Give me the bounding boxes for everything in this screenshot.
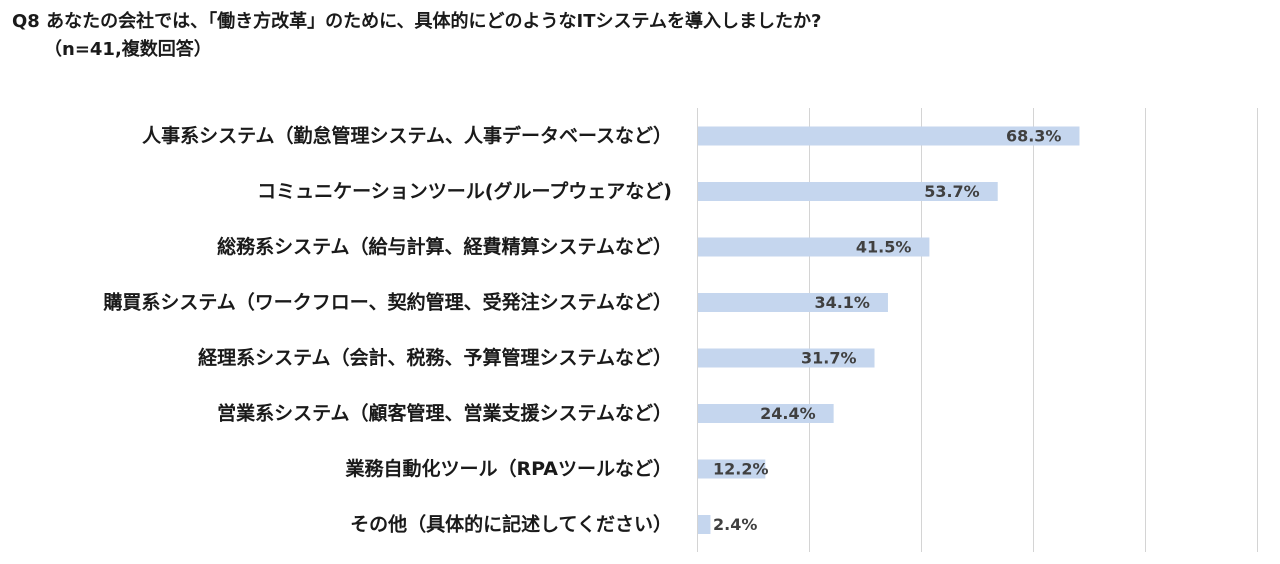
- data-label-6: 12.2%: [713, 460, 769, 479]
- data-label-7: 2.4%: [713, 515, 757, 534]
- data-label-5: 24.4%: [760, 404, 816, 423]
- bar-6: [698, 459, 766, 479]
- bar-5: [698, 404, 834, 423]
- category-label-5: 営業系システム（顧客管理、営業支援システムなど）: [217, 402, 672, 425]
- data-label-4: 31.7%: [801, 349, 857, 368]
- data-label-3: 34.1%: [814, 293, 870, 312]
- data-label-0: 68.3%: [1006, 127, 1062, 146]
- category-label-0: 人事系システム（勤怠管理システム、人事データベースなど）: [142, 124, 672, 147]
- category-label-7: その他（具体的に記述してください）: [350, 513, 672, 536]
- bar-0: [698, 126, 1080, 146]
- bar-1: [698, 182, 998, 201]
- bar-3: [698, 293, 888, 312]
- chart-title: Q8 あなたの会社では、「働き方改革」のために、具体的にどのようなITシステムを…: [12, 11, 822, 32]
- data-label-2: 41.5%: [856, 238, 912, 257]
- data-label-1: 53.7%: [924, 182, 980, 201]
- category-label-3: 購買系システム（ワークフロー、契約管理、受発注システムなど）: [103, 291, 672, 314]
- category-label-2: 総務系システム（給与計算、経費精算システムなど）: [217, 235, 672, 258]
- bar-4: [698, 348, 875, 368]
- category-label-6: 業務自動化ツール（RPAツールなど）: [344, 457, 672, 480]
- category-label-1: コミュニケーションツール(グループウェアなど): [257, 180, 672, 203]
- bar-7: [698, 515, 711, 534]
- category-label-4: 経理系システム（会計、税務、予算管理システムなど）: [198, 346, 672, 369]
- chart-subtitle: （n=41,複数回答）: [44, 39, 212, 60]
- bar-2: [698, 237, 930, 257]
